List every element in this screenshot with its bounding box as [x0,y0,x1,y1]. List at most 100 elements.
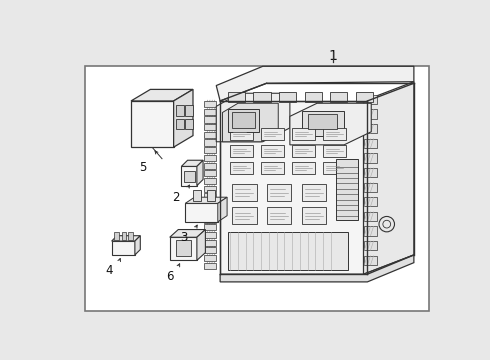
Bar [356,92,373,103]
Bar [204,139,216,145]
Bar [204,163,216,169]
Bar [204,209,216,215]
Bar [305,92,321,103]
Bar [261,128,285,140]
Bar [323,145,346,157]
Text: 5: 5 [139,161,147,174]
Bar [267,184,292,201]
Bar [204,263,216,269]
Polygon shape [170,230,205,237]
Bar [323,162,346,174]
Polygon shape [112,236,140,241]
Bar [128,232,133,239]
Polygon shape [218,197,227,222]
Bar [364,153,377,163]
Bar [207,190,215,201]
Bar [114,232,119,239]
Polygon shape [222,103,278,142]
Bar [228,109,259,132]
Bar [204,124,216,130]
Bar [261,162,285,174]
Polygon shape [364,82,414,274]
Bar [364,168,377,177]
Bar [185,203,218,222]
Bar [364,226,377,236]
Polygon shape [131,101,173,147]
Bar [204,147,216,153]
Bar [204,247,216,253]
Bar [301,184,326,201]
Bar [292,162,316,174]
Bar [364,241,377,250]
Bar [308,114,337,130]
Bar [204,186,216,192]
Bar [184,171,196,182]
Text: 6: 6 [166,270,173,283]
Bar [364,212,377,221]
Polygon shape [173,89,193,147]
Bar [185,105,193,116]
Bar [364,95,377,104]
Bar [301,111,344,136]
Polygon shape [181,166,197,186]
Bar [364,256,377,265]
Bar [204,224,216,230]
Bar [204,255,216,261]
Polygon shape [170,237,197,260]
Polygon shape [290,103,371,145]
Polygon shape [197,160,203,186]
Bar [230,128,253,140]
Bar [185,119,193,130]
Bar [204,239,216,246]
Bar [228,92,245,103]
Bar [261,145,285,157]
Text: 2: 2 [172,191,180,204]
Polygon shape [197,230,205,260]
Bar [330,92,347,103]
Polygon shape [216,93,290,142]
Bar [232,184,257,201]
Bar [230,145,253,157]
Bar [279,92,296,103]
Bar [253,92,270,103]
Bar [204,132,216,138]
Text: 4: 4 [105,264,113,277]
Bar [364,183,377,192]
Bar [176,105,184,116]
Bar [176,240,192,256]
Bar [204,216,216,222]
Bar [204,193,216,199]
Text: 1: 1 [328,49,337,63]
Bar [228,232,348,270]
Polygon shape [220,255,414,282]
Polygon shape [112,241,135,255]
Bar [193,190,201,201]
Bar [230,162,253,174]
Bar [204,155,216,161]
Bar [122,232,126,239]
Bar [292,128,316,140]
Bar [364,124,377,133]
Bar [364,139,377,148]
Bar [323,128,346,140]
Bar [204,201,216,207]
Bar [232,112,255,128]
Polygon shape [135,236,140,255]
Bar [301,207,326,224]
Text: 3: 3 [180,231,187,244]
Polygon shape [220,101,364,274]
Bar [232,207,257,224]
Polygon shape [185,197,227,203]
Bar [204,170,216,176]
Polygon shape [131,89,193,101]
Bar [204,109,216,115]
Bar [267,207,292,224]
Bar [292,145,316,157]
Bar [364,109,377,119]
Polygon shape [216,66,414,101]
Bar [204,101,216,107]
Bar [84,66,429,311]
Polygon shape [181,160,203,166]
Bar [176,119,184,130]
Bar [204,232,216,238]
